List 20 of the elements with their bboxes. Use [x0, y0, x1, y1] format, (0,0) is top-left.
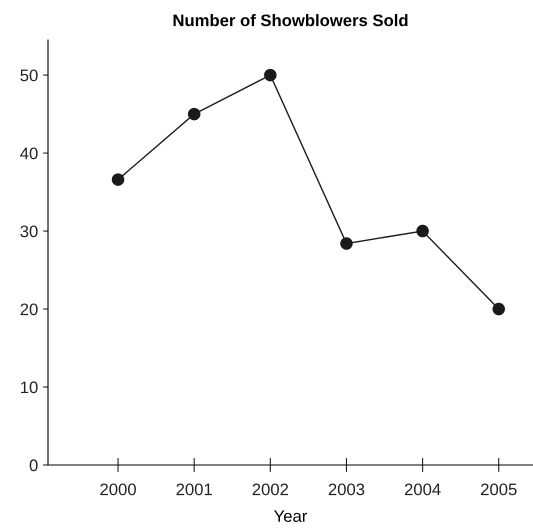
x-tick-label: 2000	[100, 483, 136, 496]
y-tick-label: 10	[21, 381, 38, 394]
x-tick-label: 2005	[481, 483, 517, 496]
point	[416, 224, 429, 238]
point	[492, 302, 505, 316]
x-axis-title: Year	[274, 510, 308, 522]
chart-title: Number of Showblowers Sold	[174, 14, 408, 26]
y-tick-label: 30	[20, 225, 38, 238]
point	[188, 108, 200, 120]
point	[112, 173, 124, 186]
point	[264, 68, 277, 82]
point	[340, 237, 353, 250]
x-tick-label: 2003	[328, 483, 364, 496]
x-tick-label: 2002	[252, 483, 288, 496]
x-tick-label: 2001	[176, 483, 212, 496]
y-tick-label: 20	[20, 303, 38, 316]
y-tick-label: 0	[30, 459, 38, 472]
x-tick-label: 2004	[404, 483, 441, 496]
y-tick-label: 50	[20, 69, 38, 82]
y-tick-label: 40	[20, 147, 38, 160]
